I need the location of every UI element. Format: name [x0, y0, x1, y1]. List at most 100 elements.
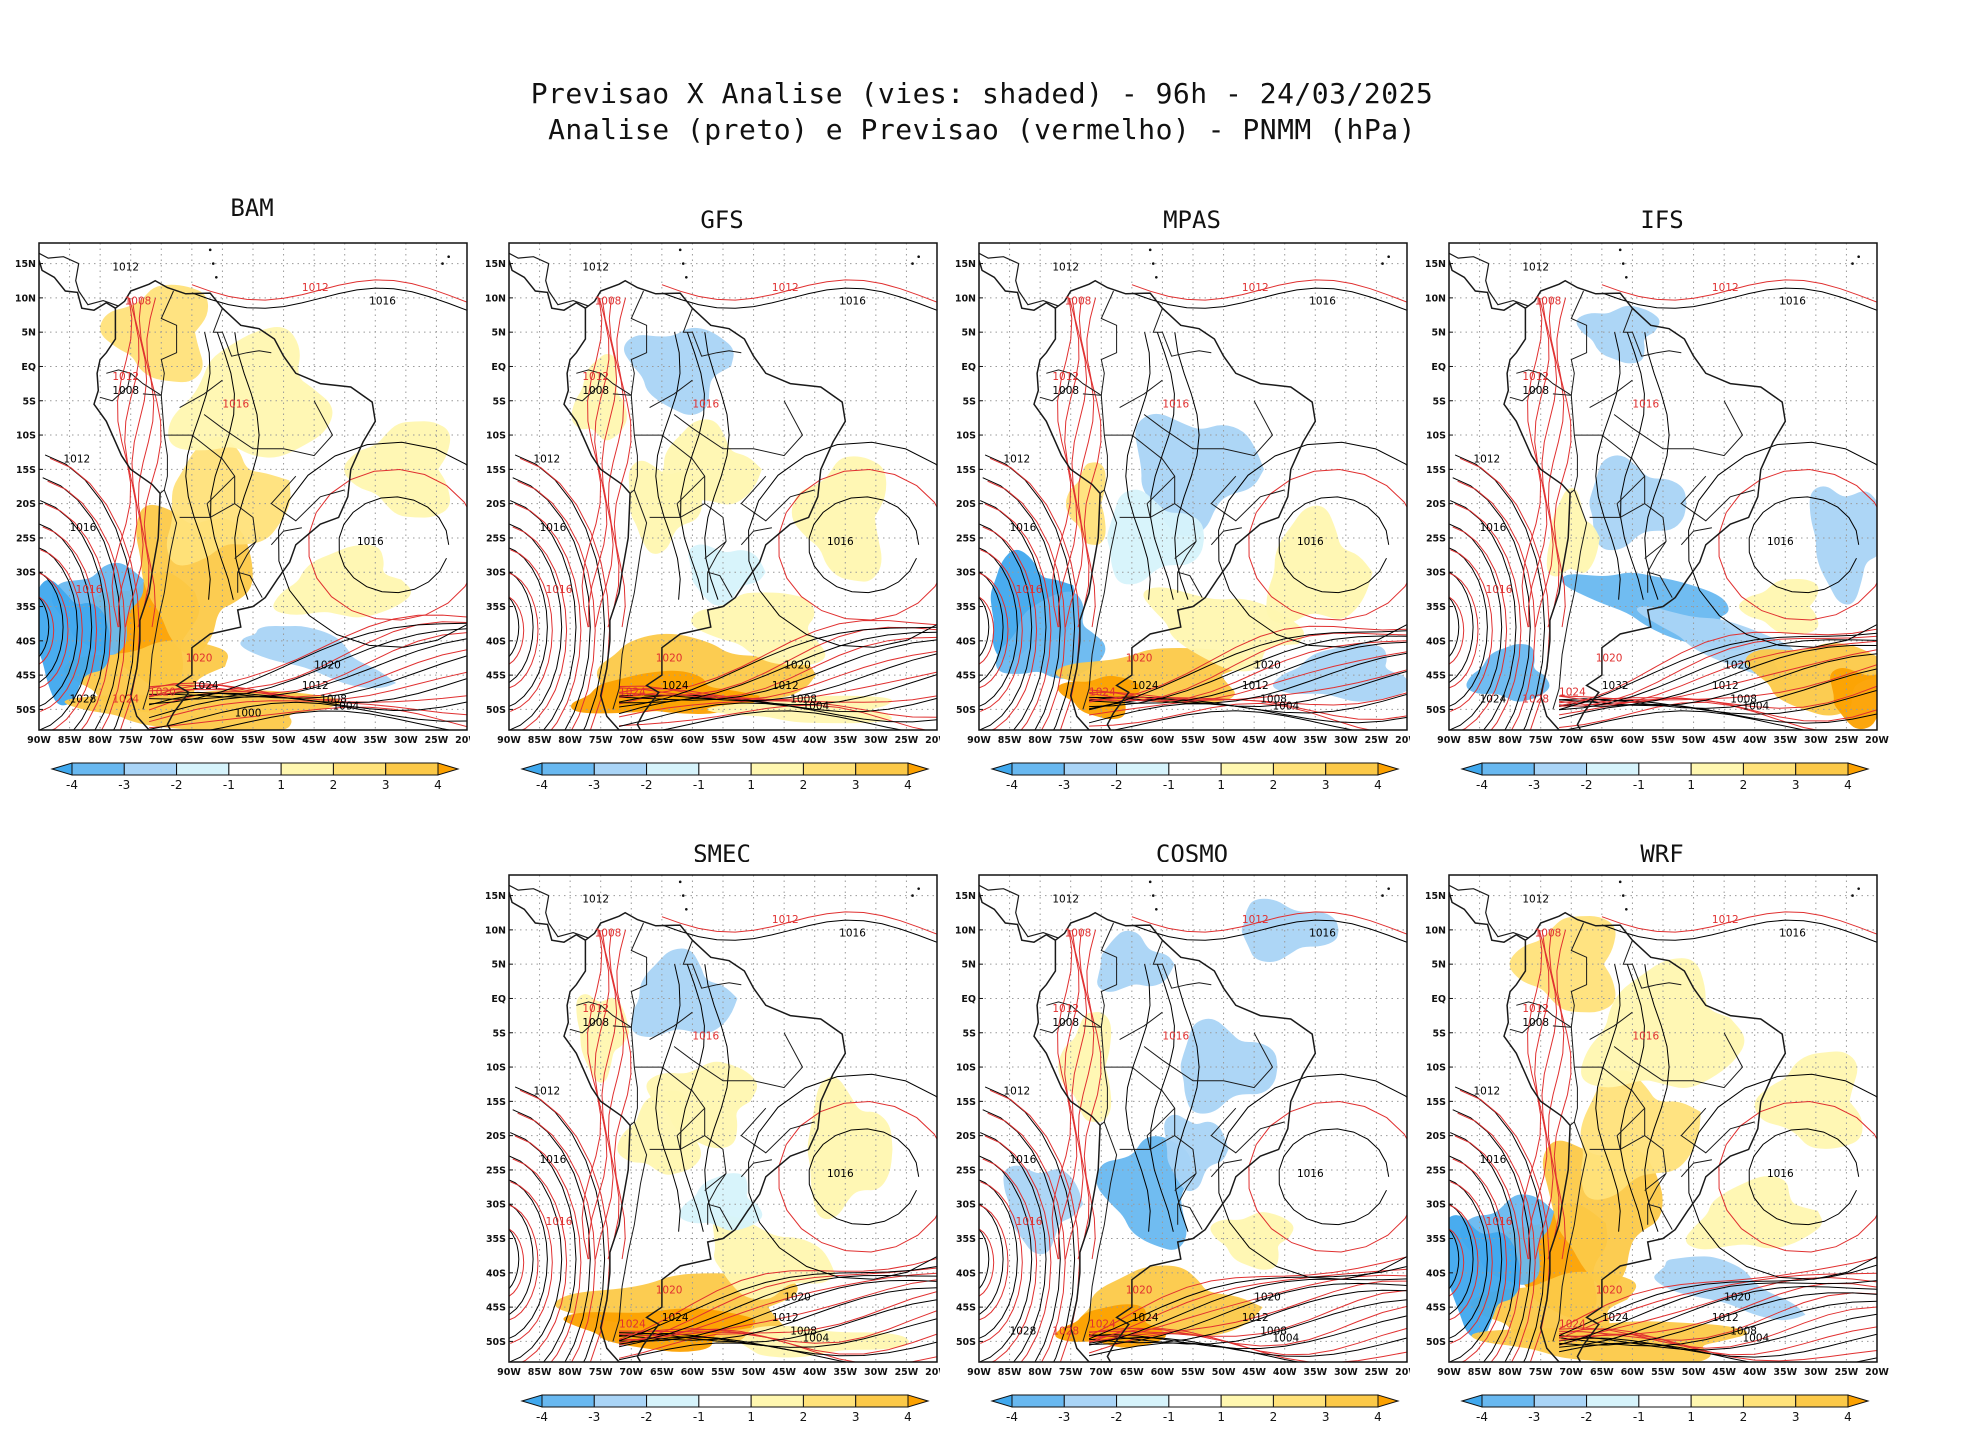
longitude-tick-label: 30W — [1804, 1367, 1828, 1378]
longitude-tick-label: 50W — [1682, 1367, 1706, 1378]
analysis-contour-label: 1016 — [1480, 522, 1507, 534]
analysis-contour-label: 1012 — [1242, 680, 1269, 692]
latitude-tick-label: 50S — [16, 705, 36, 716]
colorbar-tick-label: 3 — [852, 1410, 860, 1424]
longitude-tick-label: 40W — [1273, 735, 1297, 746]
latitude-tick-label: 40S — [486, 1268, 506, 1279]
longitude-tick-label: 50W — [742, 1367, 766, 1378]
forecast-contour-label: 1024 — [619, 687, 646, 699]
longitude-tick-label: 25W — [895, 735, 919, 746]
latitude-tick-label: 5S — [963, 1028, 977, 1039]
longitude-tick-label: 80W — [558, 735, 582, 746]
panel-title-mpas: MPAS — [1163, 206, 1221, 234]
colorbar-tick-label: -4 — [1476, 1410, 1488, 1424]
longitude-tick-label: 65W — [650, 1367, 674, 1378]
longitude-tick-label: 70W — [619, 1367, 643, 1378]
latitude-tick-label: 30S — [1426, 568, 1446, 579]
colorbar-tick-label: 1 — [1687, 778, 1695, 790]
analysis-contour-label: 1016 — [369, 296, 396, 308]
latitude-tick-label: 10S — [486, 1063, 506, 1074]
analysis-contour-label: 1012 — [772, 680, 799, 692]
map-panel-cosmo: 1012101610081012101610161020101210081004… — [940, 862, 1420, 1428]
longitude-tick-label: 20W — [1395, 1367, 1419, 1378]
longitude-tick-label: 85W — [58, 735, 82, 746]
analysis-contour-label: 1012 — [772, 1312, 799, 1324]
colorbar-tick-label: 1 — [747, 1410, 755, 1424]
colorbar-tick-label: 1 — [1687, 1410, 1695, 1424]
latitude-tick-label: 45S — [486, 671, 506, 682]
colorbar-tick-label: 2 — [1270, 1410, 1278, 1424]
forecast-contour-label: 1016 — [1486, 584, 1513, 596]
latitude-tick-label: 30S — [486, 1200, 506, 1211]
forecast-contour-label: 1012 — [1242, 282, 1269, 294]
analysis-contour-label: 1004 — [1272, 1332, 1299, 1344]
latitude-tick-label: 10N — [485, 925, 506, 936]
latitude-tick-label: 5N — [21, 328, 36, 339]
longitude-tick-label: 30W — [864, 735, 888, 746]
latitude-tick-label: 15S — [486, 1097, 506, 1108]
latitude-tick-label: 25S — [1426, 533, 1446, 544]
analysis-contour-label: 1016 — [1297, 1168, 1324, 1180]
analysis-contour-label: 1008 — [1260, 694, 1287, 706]
forecast-contour-label: 1008 — [1065, 296, 1092, 308]
forecast-contour-label: 1012 — [1712, 282, 1739, 294]
latitude-tick-label: 40S — [486, 636, 506, 647]
forecast-contour-label: 1012 — [302, 282, 329, 294]
colorbar-tick-label: 3 — [852, 778, 860, 790]
analysis-contour-label: 1004 — [1272, 700, 1299, 712]
forecast-contour-label: 1016 — [692, 399, 719, 411]
longitude-tick-label: 85W — [998, 1367, 1022, 1378]
forecast-contour-label: 1012 — [1052, 371, 1079, 383]
latitude-tick-label: 5N — [961, 960, 976, 971]
forecast-contour-label: 1016 — [1016, 584, 1043, 596]
forecast-contour-label: 1016 — [1016, 1216, 1043, 1228]
latitude-tick-label: 30S — [956, 1200, 976, 1211]
analysis-contour-label: 1016 — [1767, 536, 1794, 548]
longitude-tick-label: 20W — [455, 735, 479, 746]
latitude-tick-label: 40S — [956, 1268, 976, 1279]
longitude-tick-label: 40W — [1743, 735, 1767, 746]
latitude-tick-label: 5N — [1431, 328, 1446, 339]
latitude-tick-label: 50S — [956, 705, 976, 716]
analysis-contour-label: 1016 — [357, 536, 384, 548]
longitude-tick-label: 80W — [1028, 1367, 1052, 1378]
longitude-tick-label: 60W — [1621, 1367, 1645, 1378]
latitude-tick-label: 15S — [486, 465, 506, 476]
latitude-tick-label: 45S — [1426, 1303, 1446, 1314]
analysis-contour-label: 1004 — [1742, 700, 1769, 712]
longitude-tick-label: 35W — [833, 735, 857, 746]
longitude-tick-label: 55W — [1181, 1367, 1205, 1378]
colorbar-tick-label: 4 — [904, 1410, 912, 1424]
analysis-contour-label: 1016 — [827, 1168, 854, 1180]
colorbar-tick-label: -1 — [693, 778, 705, 790]
map-panel-bam: 1012101610081012101610161020101210081004… — [0, 230, 480, 790]
analysis-contour-label: 1020 — [784, 659, 811, 671]
longitude-tick-label: 20W — [1865, 1367, 1889, 1378]
longitude-tick-label: 45W — [772, 1367, 796, 1378]
analysis-contour-label: 1004 — [1742, 1332, 1769, 1344]
colorbar: -4 -3 -2 -1 1 2 3 4 — [50, 762, 460, 790]
forecast-contour-label: 1020 — [149, 687, 176, 699]
colorbar-tick-label: -3 — [588, 778, 600, 790]
longitude-tick-label: 35W — [1773, 735, 1797, 746]
forecast-contour-label: 1020 — [1126, 652, 1153, 664]
analysis-contour-label: 1008 — [790, 694, 817, 706]
latitude-tick-label: 40S — [956, 636, 976, 647]
longitude-tick-label: 85W — [1468, 735, 1492, 746]
latitude-tick-label: 15S — [1426, 465, 1446, 476]
analysis-contour-label: 1024 — [1132, 1312, 1159, 1324]
latitude-tick-label: 15N — [485, 259, 506, 270]
longitude-tick-label: 65W — [180, 735, 204, 746]
longitude-tick-label: 60W — [681, 735, 705, 746]
latitude-tick-label: 15S — [16, 465, 36, 476]
analysis-contour-label: 1012 — [1712, 1312, 1739, 1324]
colorbar-tick-label: -4 — [1006, 778, 1018, 790]
latitude-tick-label: EQ — [21, 362, 36, 373]
colorbar-tick-label: 4 — [434, 778, 442, 790]
latitude-tick-label: 15S — [956, 1097, 976, 1108]
latitude-tick-label: 5S — [493, 396, 507, 407]
longitude-tick-label: 40W — [803, 1367, 827, 1378]
analysis-contour-label: 1020 — [1254, 659, 1281, 671]
longitude-tick-label: 55W — [1181, 735, 1205, 746]
latitude-tick-label: 20S — [1426, 499, 1446, 510]
